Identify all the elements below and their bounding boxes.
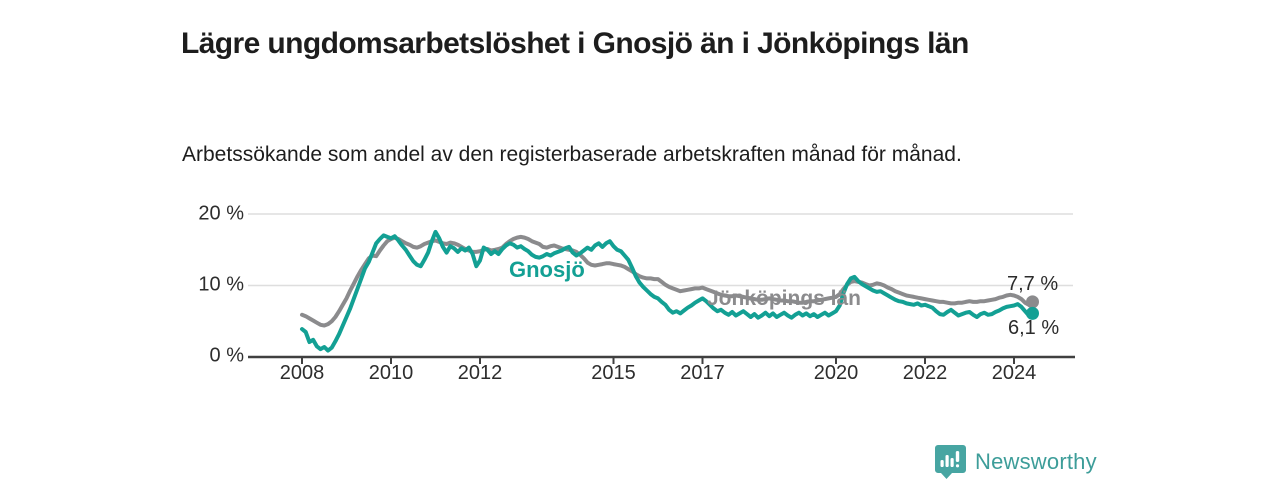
y-axis-label-20: 20 % [198,202,244,225]
end-value-label-gnosjo: 6,1 % [1008,317,1060,339]
x-axis-label: 2020 [813,362,859,384]
x-axis-label: 2022 [902,362,948,384]
series-label-jonkopings-lan: Jönköpings län [707,287,862,310]
bar-chart-speech-bubble-icon [935,445,966,479]
x-axis-label: 2008 [279,362,325,384]
chart-subtitle: Arbetssökande som andel av den registerb… [182,143,962,166]
x-axis-label: 2012 [457,362,503,384]
y-axis-label-10: 10 % [198,273,244,296]
x-axis-label: 2024 [991,362,1037,384]
series-label-gnosjo: Gnosjö [509,257,585,282]
brand-name: Newsworthy [975,448,1097,474]
x-axis-label: 2010 [368,362,414,384]
x-axis-label: 2015 [591,362,636,384]
end-value-label-jonkopings-lan: 7,7 % [1007,273,1059,295]
y-axis-label-0: 0 % [209,344,244,367]
newsworthy-logo[interactable]: Newsworthy [934,444,1097,479]
page-title: Lägre ungdomsarbetslöshet i Gnosjö än i … [181,27,969,61]
x-axis-label: 2017 [680,362,725,384]
